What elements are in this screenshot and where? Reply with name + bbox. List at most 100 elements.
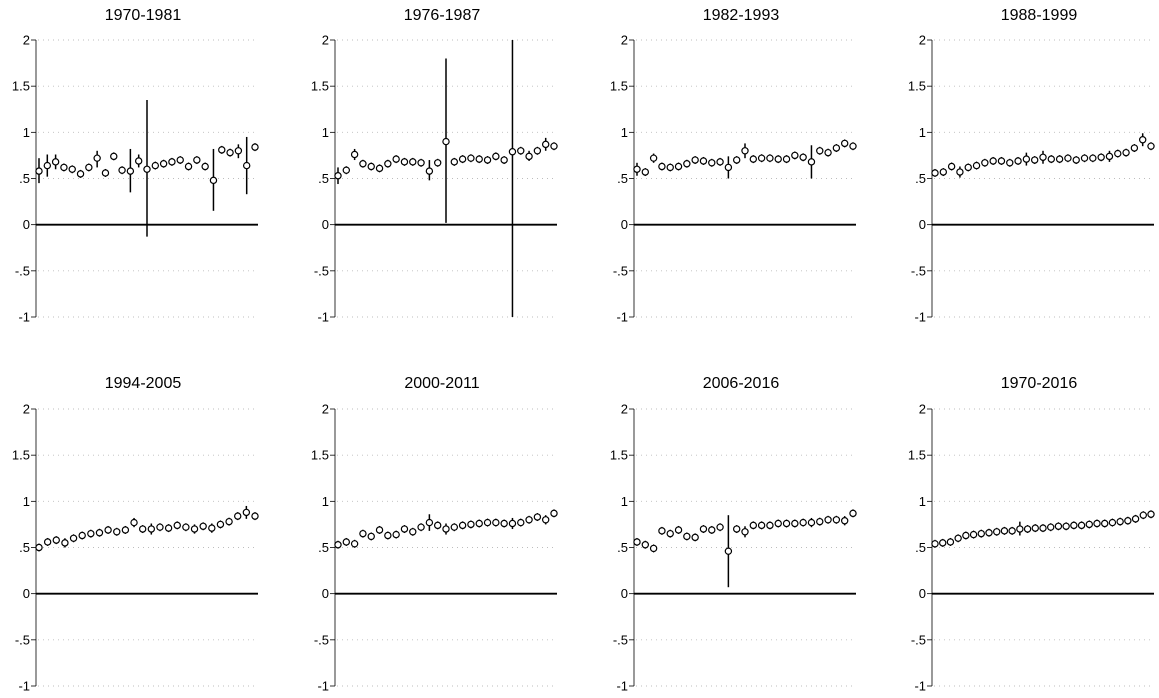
y-tick-label: -.5 [314, 632, 329, 647]
panel-title: 1970-2016 [1001, 375, 1078, 392]
y-tick-label: 1.5 [610, 79, 628, 94]
y-tick-label: -.5 [613, 632, 628, 647]
data-point [110, 152, 118, 161]
data-point [641, 541, 650, 549]
data-point [699, 157, 708, 165]
data-point [475, 155, 483, 163]
data-point [931, 540, 939, 548]
data-point [350, 150, 359, 159]
data-point [78, 531, 86, 540]
data-point [442, 137, 450, 146]
data-point [849, 509, 857, 518]
y-tick-label: 0 [919, 586, 926, 601]
data-point [508, 148, 517, 156]
data-point [766, 521, 774, 530]
data-point [143, 165, 151, 173]
y-tick-label: 2 [322, 33, 329, 48]
y-tick-label: 2 [322, 402, 329, 417]
data-point [483, 156, 492, 164]
data-point [392, 530, 400, 539]
data-point [807, 158, 816, 166]
data-point [450, 523, 459, 531]
data-point [199, 522, 207, 530]
data-point [1047, 523, 1055, 531]
data-point [517, 518, 525, 527]
data-point [234, 512, 242, 520]
data-point [375, 526, 384, 534]
y-tick-label: 0 [322, 217, 329, 232]
data-point [93, 154, 101, 162]
data-point [766, 154, 774, 162]
y-tick-label: -1 [18, 679, 30, 694]
data-point [475, 519, 483, 528]
y-tick-label: 2 [919, 33, 926, 48]
y-tick-label: -.5 [15, 632, 30, 647]
y-tick-label: 1.5 [311, 448, 329, 463]
data-point [1085, 520, 1093, 529]
data-point [500, 156, 508, 164]
y-tick-label: -1 [914, 679, 926, 694]
data-point [208, 524, 216, 532]
data-point [641, 168, 650, 176]
data-point [997, 157, 1006, 165]
data-point [1016, 525, 1024, 533]
data-point [483, 518, 492, 527]
data-point [724, 547, 733, 555]
y-tick-label: 1 [621, 125, 628, 140]
y-tick-label: .5 [318, 171, 329, 186]
data-point [334, 172, 342, 180]
y-tick-label: 2 [23, 33, 30, 48]
data-point [69, 534, 78, 542]
data-point [947, 162, 956, 171]
y-tick-label: 1 [919, 125, 926, 140]
data-point [151, 161, 160, 170]
data-point [1122, 148, 1130, 157]
data-point [134, 157, 143, 165]
data-point [1105, 152, 1114, 161]
data-point [824, 516, 832, 524]
y-tick-label: .5 [19, 540, 30, 555]
panel-title: 2006-2016 [703, 375, 780, 392]
data-point [367, 162, 375, 171]
data-point [666, 163, 674, 172]
data-point [359, 160, 367, 168]
y-tick-label: 1.5 [12, 448, 30, 463]
data-point [87, 529, 95, 538]
data-point [190, 525, 199, 533]
data-point [1039, 524, 1047, 532]
data-point [954, 534, 962, 542]
data-point [1147, 142, 1155, 150]
data-point [691, 533, 699, 542]
data-point [392, 155, 400, 163]
data-point [216, 520, 225, 529]
data-point [1139, 511, 1147, 519]
panel-title: 1994-2005 [105, 375, 182, 392]
data-point [541, 140, 550, 149]
data-point [251, 512, 259, 520]
data-point [433, 159, 442, 167]
data-point [1031, 524, 1039, 532]
data-point [977, 529, 985, 538]
data-point [1108, 518, 1117, 527]
data-point [101, 169, 110, 177]
data-point [367, 532, 375, 541]
y-tick-label: 1 [23, 494, 30, 509]
data-point [633, 538, 641, 546]
y-tick-label: -1 [18, 310, 30, 325]
data-point [791, 519, 799, 528]
data-point [193, 156, 201, 164]
data-point [824, 148, 832, 157]
data-point [68, 165, 76, 173]
data-point [708, 526, 716, 534]
data-point [816, 147, 824, 155]
data-point [1055, 155, 1064, 163]
y-tick-label: -.5 [314, 263, 329, 278]
data-point [225, 517, 233, 526]
data-point [375, 164, 384, 173]
data-point [43, 161, 52, 170]
data-point [946, 538, 955, 546]
data-point [251, 143, 259, 151]
y-tick-label: .5 [617, 171, 628, 186]
